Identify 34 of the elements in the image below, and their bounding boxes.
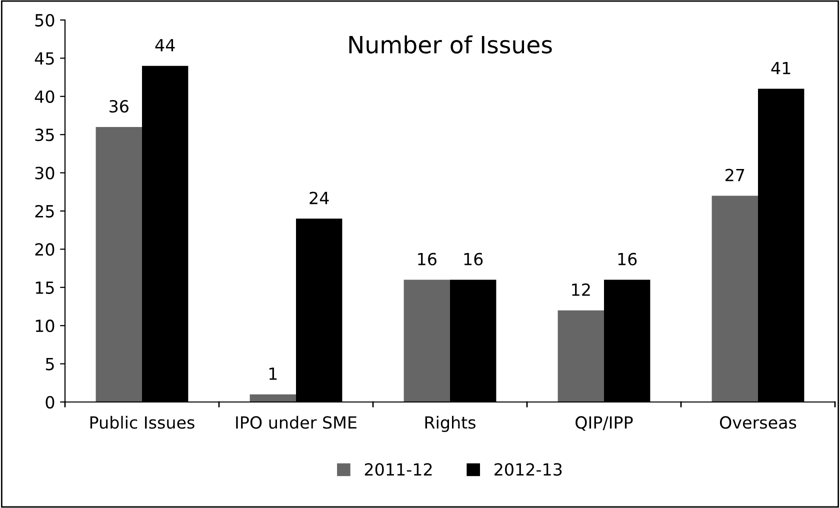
- data-label: 16: [618, 252, 637, 266]
- bar: [250, 394, 296, 402]
- data-label: 24: [310, 192, 329, 204]
- data-label: 44: [155, 39, 175, 52]
- bar: [558, 310, 604, 402]
- y-tick-label: 0: [46, 396, 54, 409]
- data-label: 1: [269, 368, 277, 380]
- y-tick-label: 45: [34, 52, 54, 65]
- x-tick-label: Public Issues: [90, 416, 194, 429]
- data-label: 41: [771, 62, 790, 74]
- y-tick-label: 15: [36, 282, 54, 294]
- bar: [712, 196, 758, 402]
- data-label: 16: [464, 252, 483, 266]
- bar: [96, 126, 142, 402]
- x-tick-label: Overseas: [720, 416, 796, 429]
- y-tick-label: 40: [34, 90, 54, 103]
- y-tick-label: 25: [35, 204, 54, 218]
- y-tick-label: 5: [46, 358, 54, 370]
- y-tick-label: 10: [36, 320, 54, 332]
- bar: [404, 280, 450, 402]
- y-tick-label: 50: [35, 14, 54, 27]
- x-tick-label: IPO under SME: [236, 416, 356, 429]
- y-tick-label: 20: [35, 243, 54, 256]
- data-label: 16: [418, 252, 436, 266]
- data-label: 36: [110, 100, 128, 113]
- legend-label: 2011-12: [364, 463, 432, 476]
- y-tick-label: 30: [35, 166, 54, 180]
- y-tick-label: 35: [35, 128, 54, 142]
- legend-label: 2012-13: [494, 463, 562, 476]
- data-label: 27: [726, 168, 744, 182]
- x-tick-label: QIP/IPP: [576, 416, 633, 431]
- x-tick-label: Rights: [425, 416, 476, 432]
- text: Number of Issues: [349, 35, 552, 54]
- data-label: 12: [572, 283, 590, 296]
